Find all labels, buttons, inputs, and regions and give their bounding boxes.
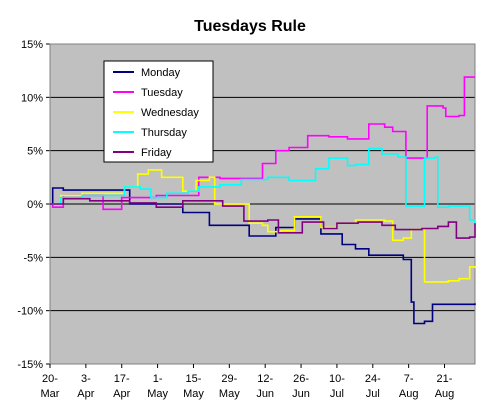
- x-tick-label: 15-May: [183, 373, 204, 400]
- legend-label-tuesday: Tuesday: [141, 87, 183, 99]
- y-tick-label: 5%: [27, 146, 43, 158]
- y-tick-label: -10%: [17, 306, 43, 318]
- y-tick-label: 0%: [27, 199, 43, 211]
- x-tick-label: 3-Apr: [77, 373, 94, 400]
- series-line-monday: [50, 187, 476, 325]
- x-tick-label: 1-May: [147, 373, 168, 400]
- legend-label-monday: Monday: [141, 67, 181, 79]
- x-tick-label: 20-Mar: [41, 373, 60, 400]
- y-tick-label: 15%: [21, 39, 43, 51]
- x-tick-label: 12-Jun: [256, 373, 274, 400]
- series-line-thursday: [50, 147, 476, 226]
- legend-label-wednesday: Wednesday: [141, 107, 199, 119]
- x-tick-label: 10-Jul: [329, 373, 345, 400]
- chart-title: Tuesdays Rule: [194, 18, 306, 35]
- y-tick-label: -5%: [23, 252, 43, 264]
- y-tick-label: -15%: [17, 359, 43, 371]
- series-line-friday: [50, 197, 476, 239]
- legend-label-thursday: Thursday: [141, 127, 187, 139]
- x-tick-label: 21-Aug: [435, 373, 455, 400]
- x-tick-label: 7-Aug: [399, 373, 419, 400]
- x-tick-label: 17-Apr: [113, 373, 130, 400]
- x-tick-label: 26-Jun: [292, 373, 310, 400]
- y-tick-label: 10%: [21, 92, 43, 104]
- x-tick-label: 29-May: [219, 373, 240, 400]
- legend: Monday Tuesday Wednesday Thursday Friday: [103, 60, 214, 163]
- x-tick-label: 24-Jul: [365, 373, 381, 400]
- legend-label-friday: Friday: [141, 147, 172, 159]
